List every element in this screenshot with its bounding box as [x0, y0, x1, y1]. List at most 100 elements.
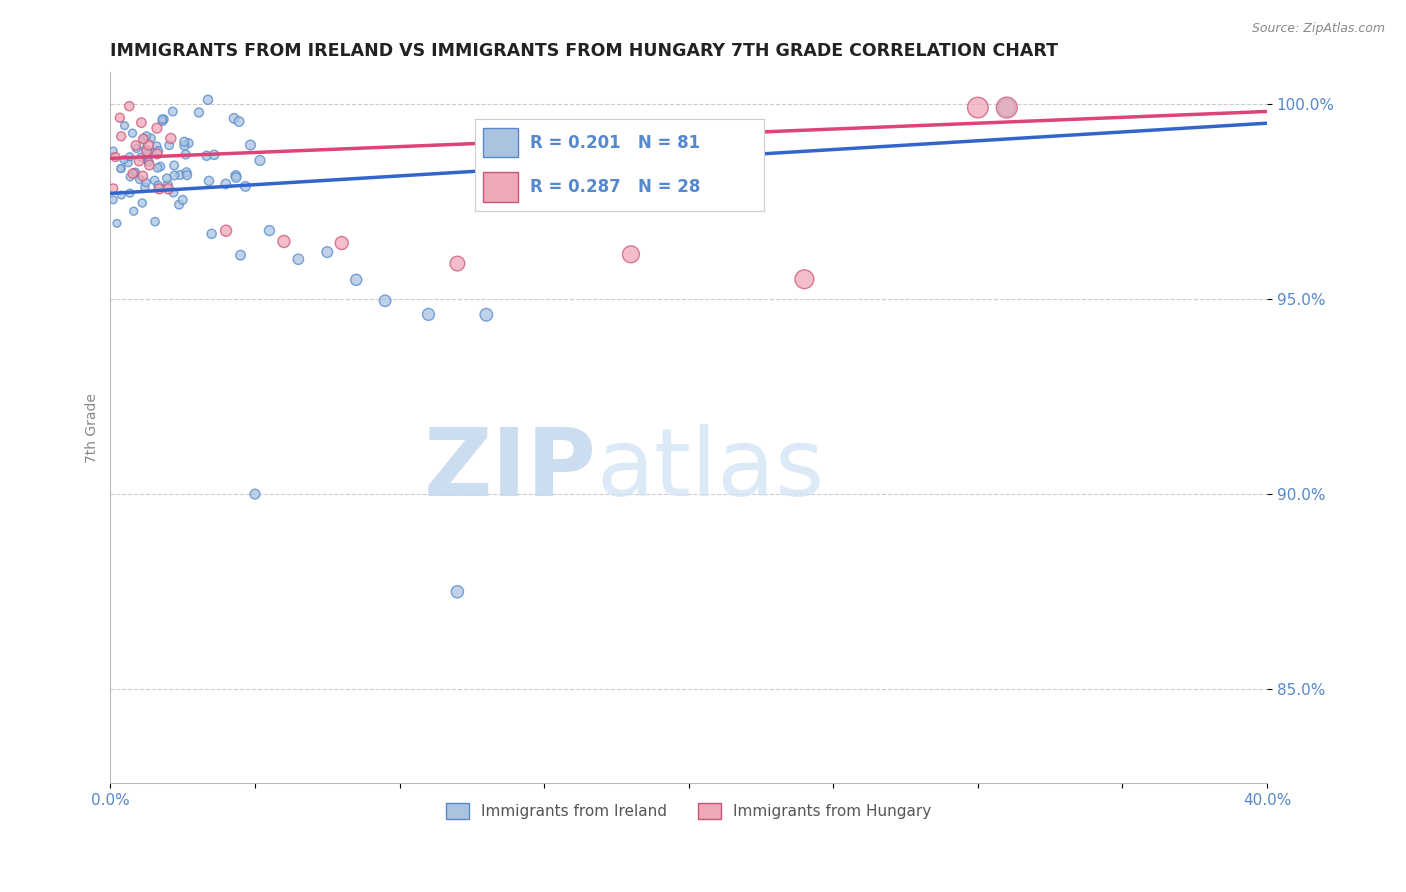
Point — [620, 247, 643, 261]
Point — [134, 132, 156, 146]
Point — [174, 147, 197, 161]
Point — [249, 153, 271, 168]
Point — [225, 170, 247, 185]
Point — [163, 158, 186, 172]
Point — [128, 172, 150, 186]
Point — [316, 245, 339, 260]
Point — [162, 104, 184, 119]
Point — [110, 161, 132, 176]
Point — [103, 181, 125, 195]
Point — [104, 150, 127, 164]
Point — [135, 175, 157, 189]
Point — [145, 139, 167, 153]
Point — [259, 224, 281, 238]
Point — [103, 193, 125, 207]
Point — [995, 101, 1018, 115]
Point — [198, 174, 221, 188]
Point — [225, 169, 247, 183]
Point — [135, 144, 157, 158]
Point — [152, 112, 174, 127]
Point — [132, 132, 155, 146]
Point — [143, 215, 166, 229]
Point — [136, 154, 159, 169]
Point — [215, 224, 238, 238]
Point — [793, 272, 815, 286]
Point — [172, 193, 194, 207]
Point — [157, 138, 180, 153]
Point — [995, 101, 1018, 115]
Point — [135, 142, 157, 156]
Point — [131, 196, 153, 211]
Point — [228, 114, 250, 128]
Point — [374, 293, 396, 308]
Point — [136, 147, 159, 161]
Point — [125, 138, 148, 153]
Point — [967, 101, 990, 115]
Point — [118, 99, 141, 113]
Point — [195, 149, 218, 163]
Point — [187, 105, 209, 120]
Point — [108, 111, 131, 125]
Point — [156, 178, 179, 192]
Point — [134, 180, 156, 194]
Point — [153, 112, 176, 127]
Point — [148, 182, 170, 196]
Text: IMMIGRANTS FROM IRELAND VS IMMIGRANTS FROM HUNGARY 7TH GRADE CORRELATION CHART: IMMIGRANTS FROM IRELAND VS IMMIGRANTS FR… — [111, 42, 1059, 60]
Point — [146, 147, 169, 161]
Point — [176, 168, 198, 182]
Point — [235, 179, 257, 194]
Point — [215, 177, 238, 191]
Point — [162, 186, 184, 200]
Point — [156, 171, 179, 186]
Point — [110, 129, 132, 144]
Point — [330, 235, 353, 250]
Point — [129, 150, 152, 164]
Point — [124, 165, 146, 179]
Point — [128, 154, 150, 169]
Point — [124, 166, 146, 180]
Point — [120, 169, 142, 184]
Point — [121, 126, 143, 140]
Point — [157, 182, 180, 196]
Point — [110, 161, 132, 176]
Point — [202, 148, 225, 162]
Point — [167, 197, 190, 211]
Point — [229, 248, 252, 262]
Point — [125, 141, 148, 155]
Text: Source: ZipAtlas.com: Source: ZipAtlas.com — [1251, 22, 1385, 36]
Point — [149, 160, 172, 174]
Text: ZIP: ZIP — [423, 425, 596, 516]
Point — [122, 204, 145, 219]
Point — [169, 168, 191, 182]
Point — [118, 150, 141, 164]
Text: atlas: atlas — [596, 425, 824, 516]
Point — [197, 93, 219, 107]
Point — [135, 128, 157, 143]
Point — [146, 178, 169, 193]
Point — [222, 112, 245, 126]
Point — [163, 169, 186, 183]
Point — [146, 121, 169, 136]
Point — [475, 308, 498, 322]
Point — [148, 144, 170, 158]
Legend: Immigrants from Ireland, Immigrants from Hungary: Immigrants from Ireland, Immigrants from… — [440, 797, 938, 825]
Point — [103, 144, 125, 158]
Point — [114, 119, 136, 133]
Point — [131, 115, 153, 129]
Point — [110, 188, 132, 202]
Point — [173, 138, 195, 153]
Point — [139, 131, 162, 145]
Point — [146, 161, 169, 175]
Point — [138, 158, 160, 172]
Point — [160, 131, 183, 145]
Point — [239, 138, 262, 153]
Point — [138, 137, 160, 152]
Point — [121, 167, 143, 181]
Y-axis label: 7th Grade: 7th Grade — [86, 392, 100, 463]
Point — [132, 169, 155, 183]
Point — [201, 227, 224, 241]
Point — [176, 165, 198, 179]
Point — [418, 307, 440, 321]
Point — [118, 186, 141, 201]
Point — [112, 153, 135, 167]
